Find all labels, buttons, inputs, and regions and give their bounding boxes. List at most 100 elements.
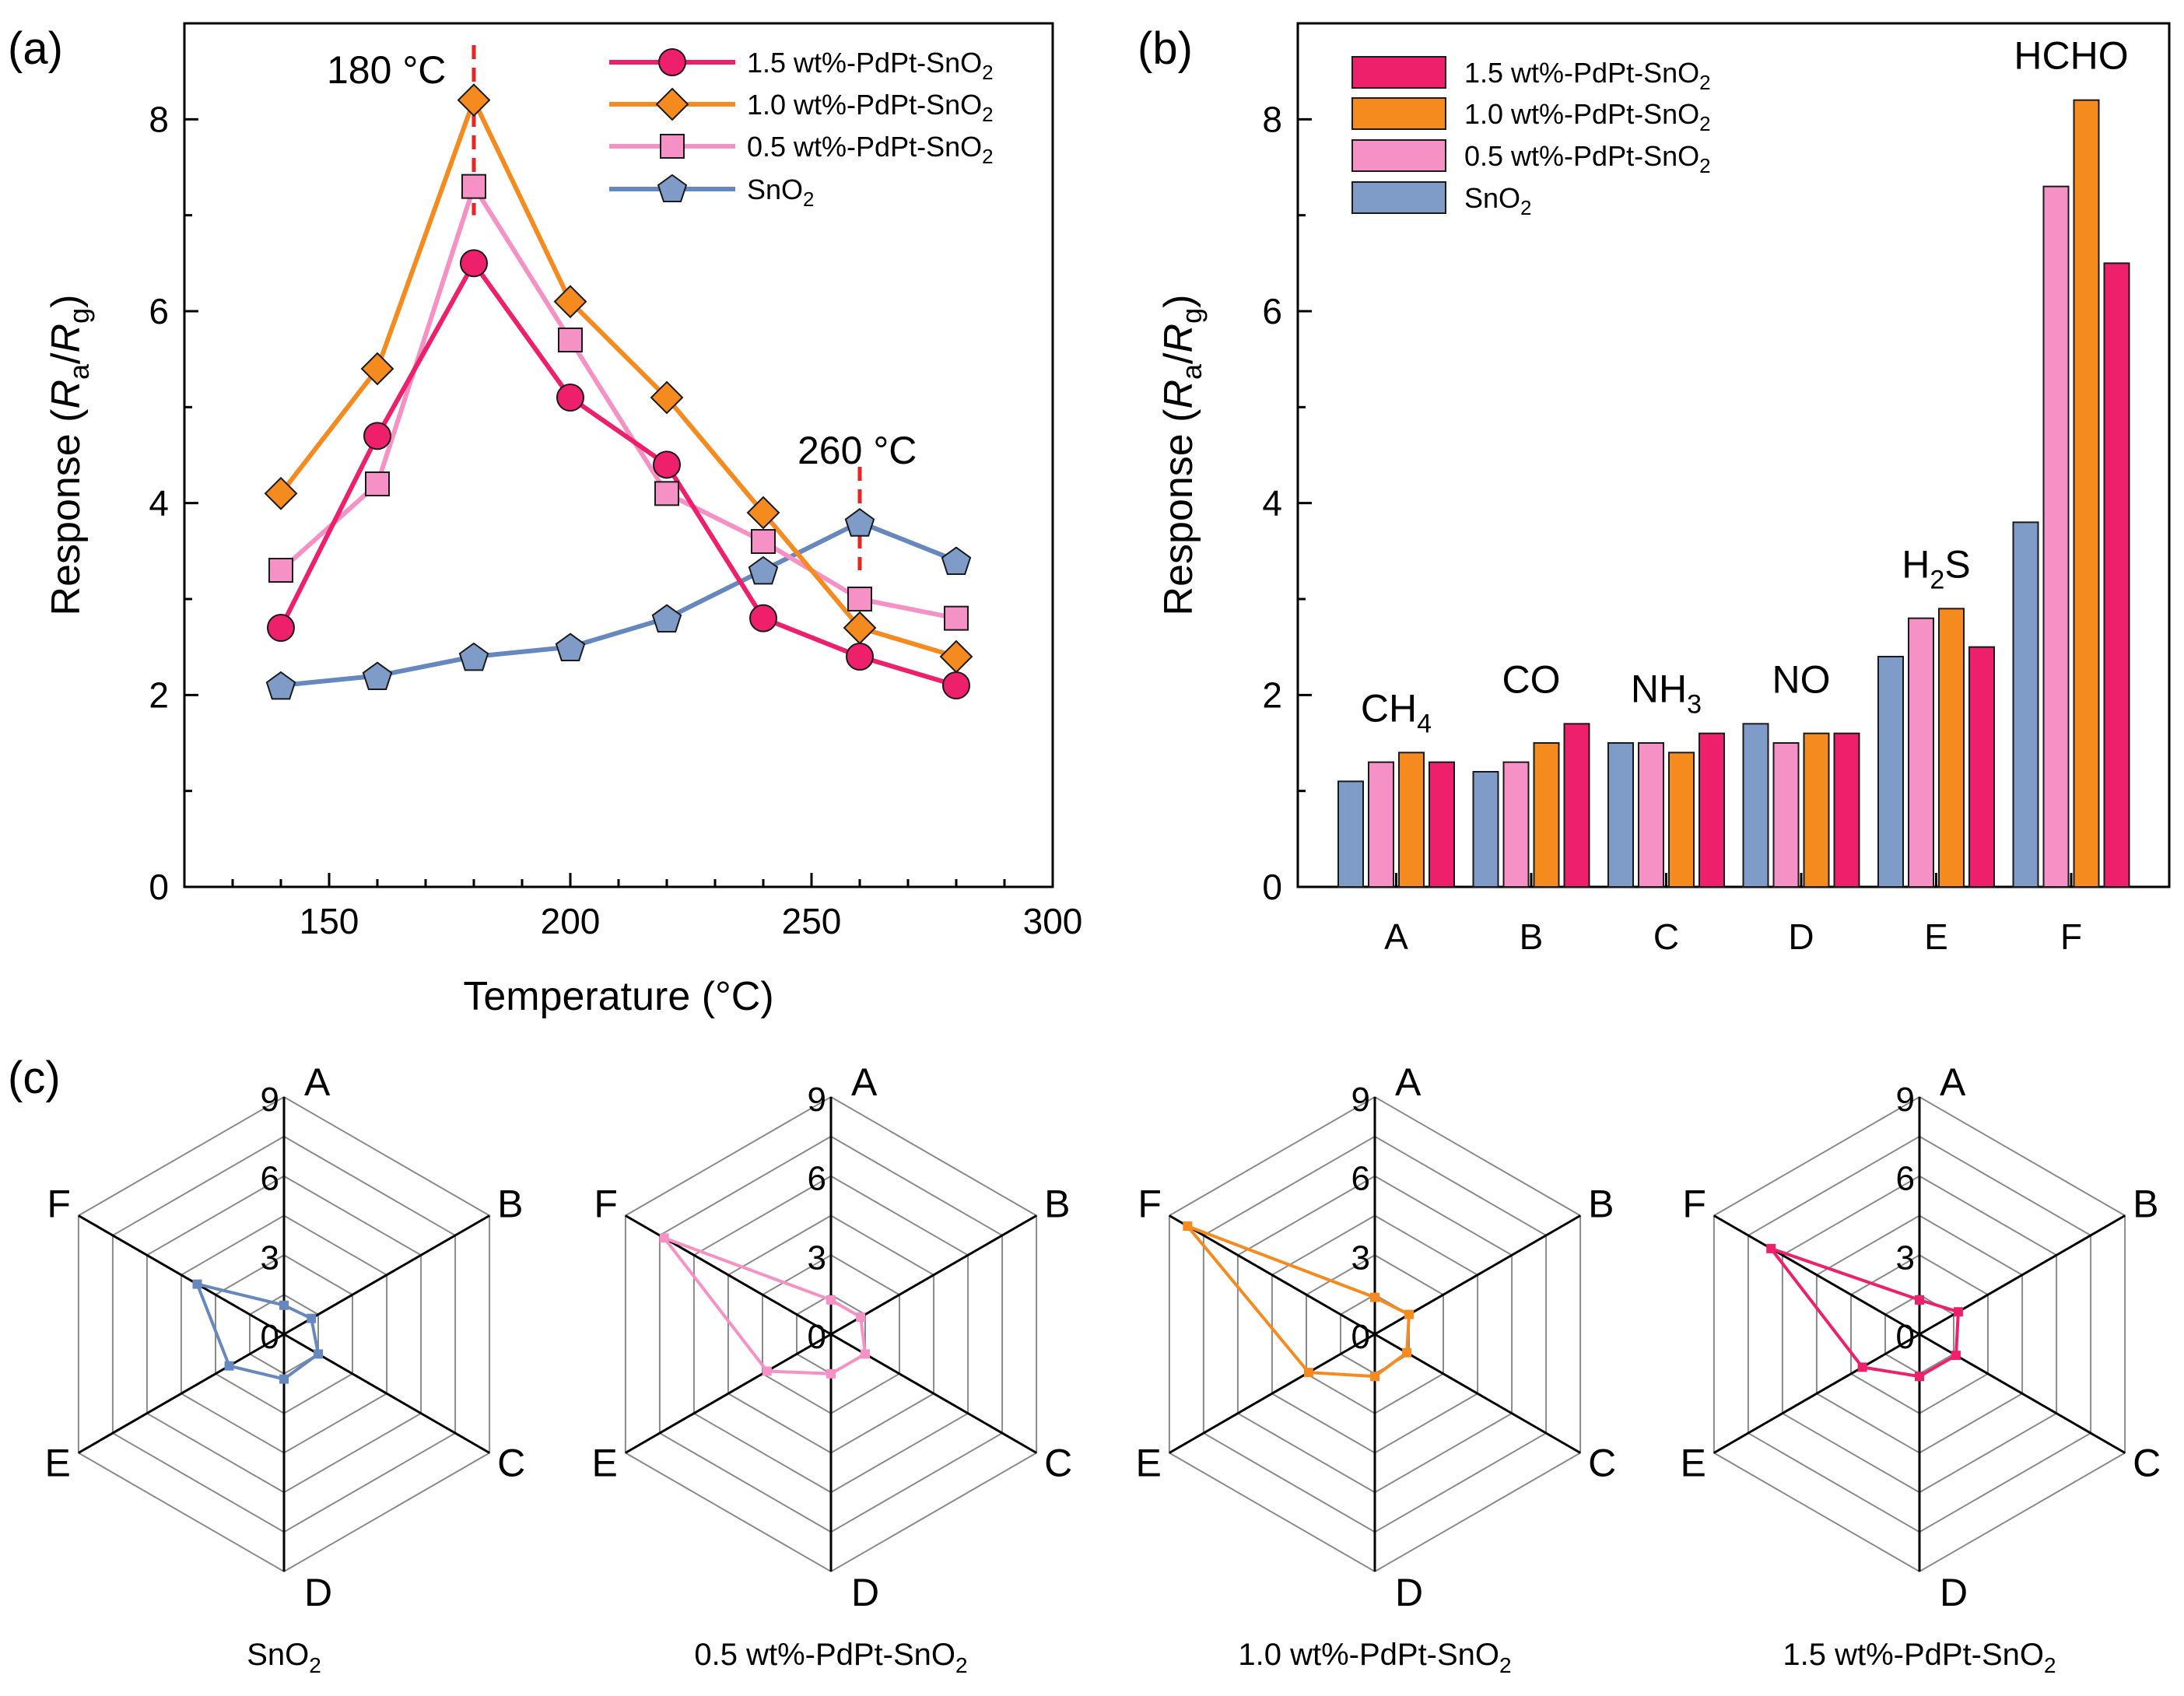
radar-data-point (762, 1366, 772, 1376)
radar-tick-label: 6 (1896, 1160, 1915, 1198)
bar-C-2 (1668, 752, 1695, 888)
radar-data-point (1857, 1362, 1867, 1372)
bar-B-0 (1472, 771, 1499, 888)
panel-b-label: (b) (1138, 23, 1193, 74)
panel-a-line-chart: (a) 150 200 250 300 0 2 4 6 8 180 °C 260 °C Temp… (8, 22, 1083, 1019)
gas-label-main: H (1902, 542, 1930, 586)
legend-b-label-1-0: 1.0 wt%-PdPt-SnO2 (1464, 98, 1711, 135)
data-point-pentagon (362, 661, 393, 690)
radar-spoke (1169, 1333, 1376, 1454)
data-point-diamond (360, 352, 394, 386)
radar-chart-2: 0 3 6 9 A B C D E F 1.0 wt%-PdPt-SnO2 (1136, 1060, 1617, 1677)
data-point-diamond (746, 496, 780, 530)
data-point-pentagon (265, 671, 296, 700)
bar-C-0 (1607, 742, 1634, 888)
data-point-circle (460, 249, 488, 278)
panel-b-bars (1337, 99, 2130, 888)
y-tick-label: 0 (1262, 867, 1282, 907)
radar-data-point (1766, 1243, 1776, 1253)
legend-label-sno2: SnO2 (747, 173, 815, 211)
panel-b-y-axis-title: Response (Ra/Rg) (1156, 295, 1208, 616)
radar-data-point (1402, 1347, 1412, 1358)
radar-caption-main: SnO (247, 1638, 309, 1672)
data-point-diamond (553, 285, 587, 319)
radar-tick-label: 6 (808, 1160, 826, 1198)
radar-axis-label: D (1395, 1571, 1423, 1614)
legend-swatch-sno2 (1351, 181, 1446, 214)
legend-swatch-1-0 (1351, 97, 1446, 130)
radar-axis-label: D (304, 1571, 332, 1614)
x-tick-label: F (2060, 916, 2082, 957)
radar-chart-3: 0 3 6 9 A B C D E F 1.5 wt%-PdPt-SnO2 (1681, 1060, 2161, 1677)
radar-spoke (625, 1333, 832, 1454)
y-tick-label: 0 (149, 867, 169, 907)
radar-axis-label: E (45, 1442, 71, 1485)
radar-axis-label: F (1682, 1183, 1706, 1226)
data-point-circle (749, 604, 777, 632)
radar-data-point (856, 1312, 866, 1322)
radar-spoke (78, 1214, 285, 1336)
radar-tick-label: 0 (261, 1318, 279, 1356)
bar-D-2 (1803, 732, 1830, 888)
radar-axis-label: C (1588, 1442, 1616, 1485)
data-point-pentagon (844, 508, 875, 537)
y-tick-label: 6 (1262, 291, 1282, 331)
bar-F-2 (2073, 99, 2100, 888)
data-point-diamond (264, 476, 298, 510)
x-tick-label: 300 (1023, 901, 1083, 941)
panel-a-y-axis-title: Response (Ra/Rg) (44, 295, 95, 616)
radar-tick-label: 3 (808, 1239, 826, 1277)
bar-A-2 (1398, 752, 1425, 888)
radar-caption: 0.5 wt%-PdPt-SnO2 (694, 1638, 967, 1677)
gas-label: NO (1772, 657, 1831, 701)
x-tick-label: 150 (300, 901, 359, 941)
gas-label-main: CO (1502, 657, 1561, 701)
radar-data-point (826, 1368, 836, 1379)
panel-b-legend: 1.5 wt%-PdPt-SnO2 1.0 wt%-PdPt-SnO2 0.5 … (1351, 56, 1711, 219)
x-tick-label: B (1520, 916, 1544, 957)
radar-axis-label: F (47, 1183, 71, 1226)
bar-F-0 (2012, 521, 2039, 888)
radar-tick-label: 9 (261, 1081, 279, 1119)
gas-label-main: NH (1631, 668, 1687, 711)
radar-caption: SnO2 (247, 1638, 321, 1677)
legend-circle-marker (658, 48, 686, 76)
radar-data-point (279, 1374, 289, 1384)
x-tick-label: 250 (782, 901, 842, 941)
bar-B-3 (1563, 723, 1590, 888)
bar-A-1 (1368, 761, 1394, 888)
data-point-pentagon (941, 546, 972, 575)
bar-C-1 (1638, 742, 1664, 888)
radar-tick-label: 9 (1896, 1081, 1915, 1119)
radar-tick-label: 0 (1896, 1318, 1915, 1356)
panel-b-ticks: 0 2 4 6 8 A B C D E F (1262, 22, 2082, 957)
radar-chart-0: 0 3 6 9 A B C D E F SnO2 (45, 1060, 526, 1677)
radar-data-point (1953, 1307, 1963, 1317)
radar-spoke (1169, 1214, 1376, 1336)
radar-data-point (861, 1349, 871, 1359)
gas-label-main: NO (1772, 657, 1831, 701)
series-line-diamond (279, 97, 957, 659)
data-point-square (461, 173, 486, 199)
legend-label-1-5: 1.5 wt%-PdPt-SnO2 (747, 47, 994, 84)
gas-label-main: CH (1361, 686, 1417, 730)
bar-D-3 (1833, 732, 1860, 888)
radar-axis-label: C (2133, 1442, 2161, 1485)
bar-F-3 (2103, 262, 2130, 888)
bar-E-3 (1968, 646, 1995, 888)
data-point-square (558, 328, 583, 352)
radar-spoke (78, 1333, 285, 1454)
data-point-circle (846, 643, 874, 671)
radar-axis-label: C (497, 1442, 525, 1485)
y-tick-label: 8 (149, 99, 169, 139)
data-point-square (268, 558, 293, 583)
bar-B-1 (1502, 761, 1530, 888)
legend-b-label-0-5: 0.5 wt%-PdPt-SnO2 (1464, 140, 1711, 177)
radar-caption-sub: 2 (955, 1653, 968, 1677)
gas-label-sub: 3 (1687, 690, 1702, 720)
radar-caption-sub: 2 (1499, 1653, 1512, 1677)
data-point-circle (556, 384, 584, 412)
annotation-180c: 180 °C (327, 48, 446, 92)
series-line-square (279, 184, 957, 621)
